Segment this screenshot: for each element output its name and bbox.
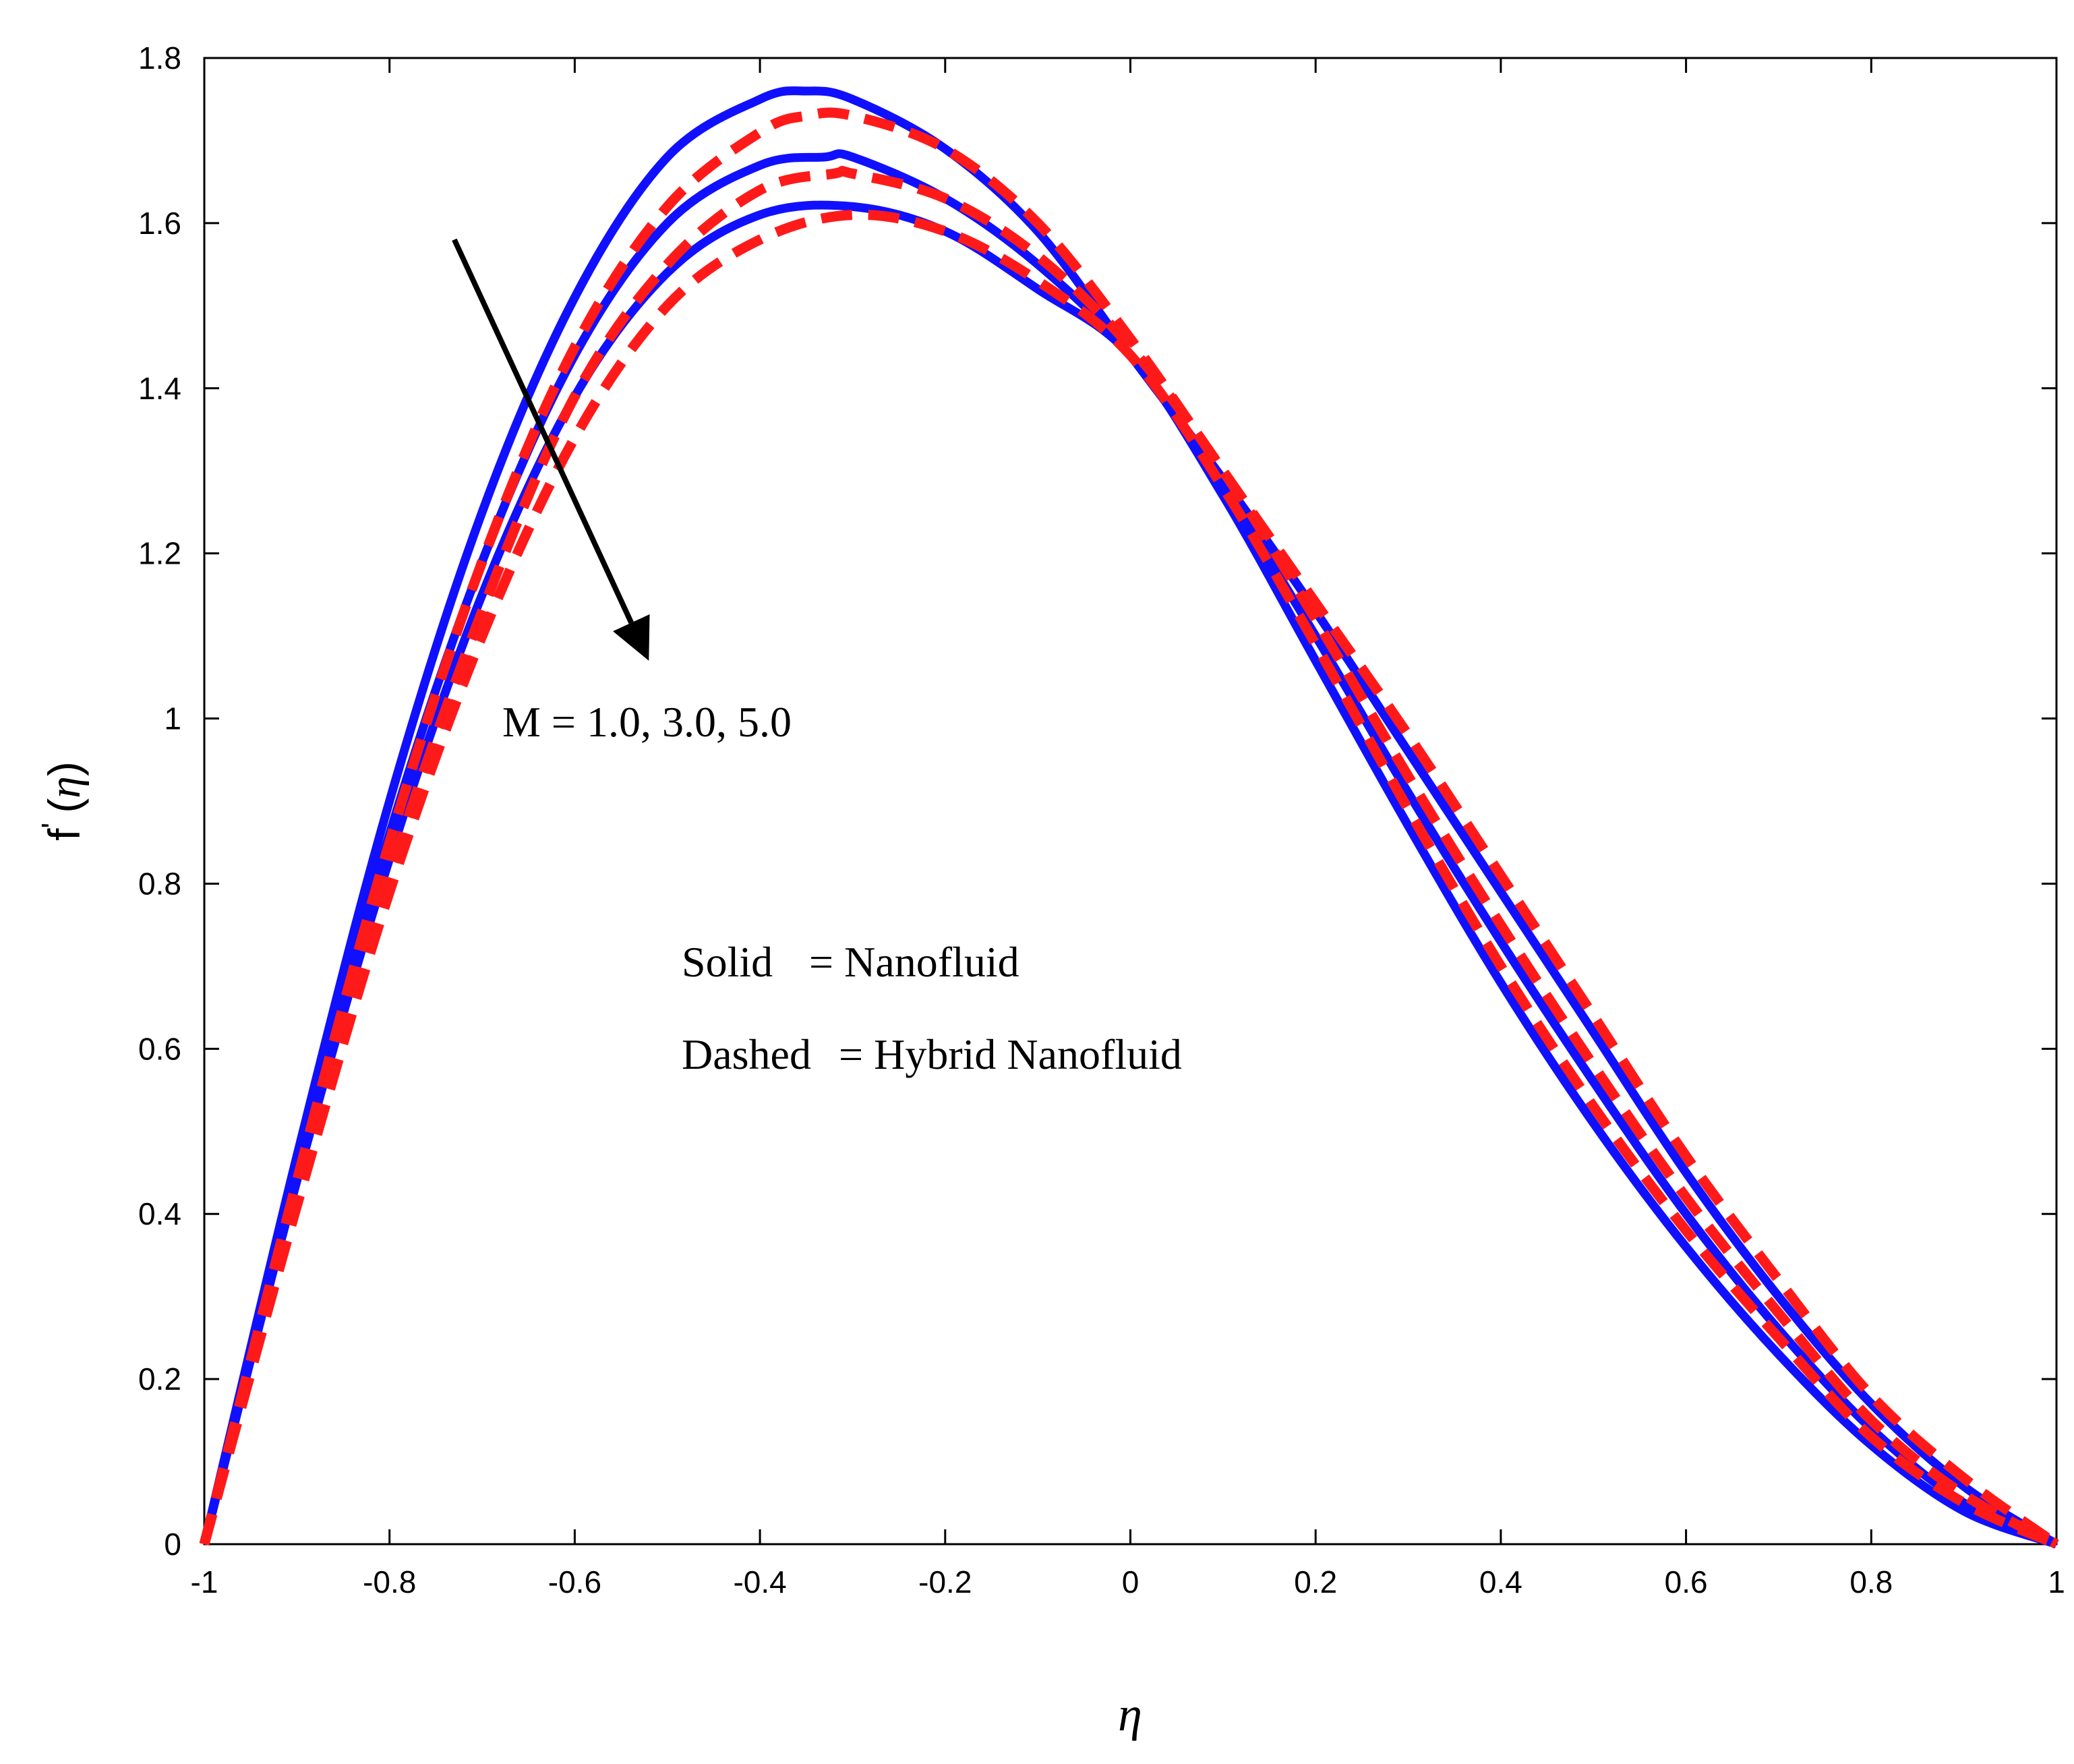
x-tick-label: -1 [191,1564,218,1599]
x-tick-label: 0.8 [1849,1564,1893,1599]
y-tick-label: 0.6 [138,1031,181,1066]
x-tick-label: -0.6 [548,1564,601,1599]
y-axis-title-f: f [39,828,89,841]
series-hybrid-nanofluid-line [199,107,2060,1549]
arrow-head [613,614,650,661]
y-tick-label: 0 [164,1527,181,1562]
arrow-shaft [452,238,634,624]
series-group [199,86,2060,1549]
series-nanofluid-line [200,149,2058,1548]
x-tick-label: -0.8 [363,1564,416,1599]
x-axis-title: η [1118,1687,1142,1741]
series-hybrid-nanofluid-line [199,166,2059,1549]
y-tick-label: 1.6 [138,206,181,241]
legend-solid-key: Solid [682,938,773,986]
series-hybrid-nanofluid-line [199,209,2059,1549]
y-tick-label: 1 [164,701,181,736]
x-tick-label: 0 [1122,1564,1139,1599]
y-tick-label: 0.4 [138,1196,181,1231]
y-tick-label: 0.2 [138,1361,181,1396]
plot-area [203,57,2058,1546]
parameter-annotation: M = 1.0, 3.0, 5.0 [502,698,792,746]
x-tick-label: -0.4 [733,1564,786,1599]
legend-dashed-value: = Hybrid Nanofluid [839,1030,1182,1078]
parameter-arrow [452,238,650,661]
series-nanofluid-line [200,86,2059,1548]
y-tick-label: 1.8 [138,40,181,76]
x-tick-label: 0.4 [1479,1564,1522,1599]
y-tick-label: 1.4 [138,371,181,406]
y-axis-title-prime: ' [35,823,70,829]
y-axis-title: f' (η) [35,761,90,841]
y-axis-title-close: ) [39,761,89,776]
x-tick-label: 0.6 [1665,1564,1708,1599]
legend-dashed-key: Dashed [682,1030,811,1078]
svg-text:f'(η): f' (η) [35,761,90,841]
y-axis-title-eta: η [40,776,90,798]
x-tick-label: -0.2 [918,1564,972,1599]
legend-solid-value: = Nanofluid [809,938,1019,986]
y-tick-label: 1.2 [138,536,181,571]
x-tick-label: 0.2 [1294,1564,1337,1599]
x-tick-label: 1 [2048,1564,2065,1599]
y-tick-label: 0.8 [138,866,181,901]
y-axis-title-open: ( [39,798,89,813]
axis-ticks: -1 -0.8 -0.6 -0.4 -0.2 0 0.2 0.4 0.6 0.8 1 0 0.2 0.4 0… [138,40,2065,1599]
